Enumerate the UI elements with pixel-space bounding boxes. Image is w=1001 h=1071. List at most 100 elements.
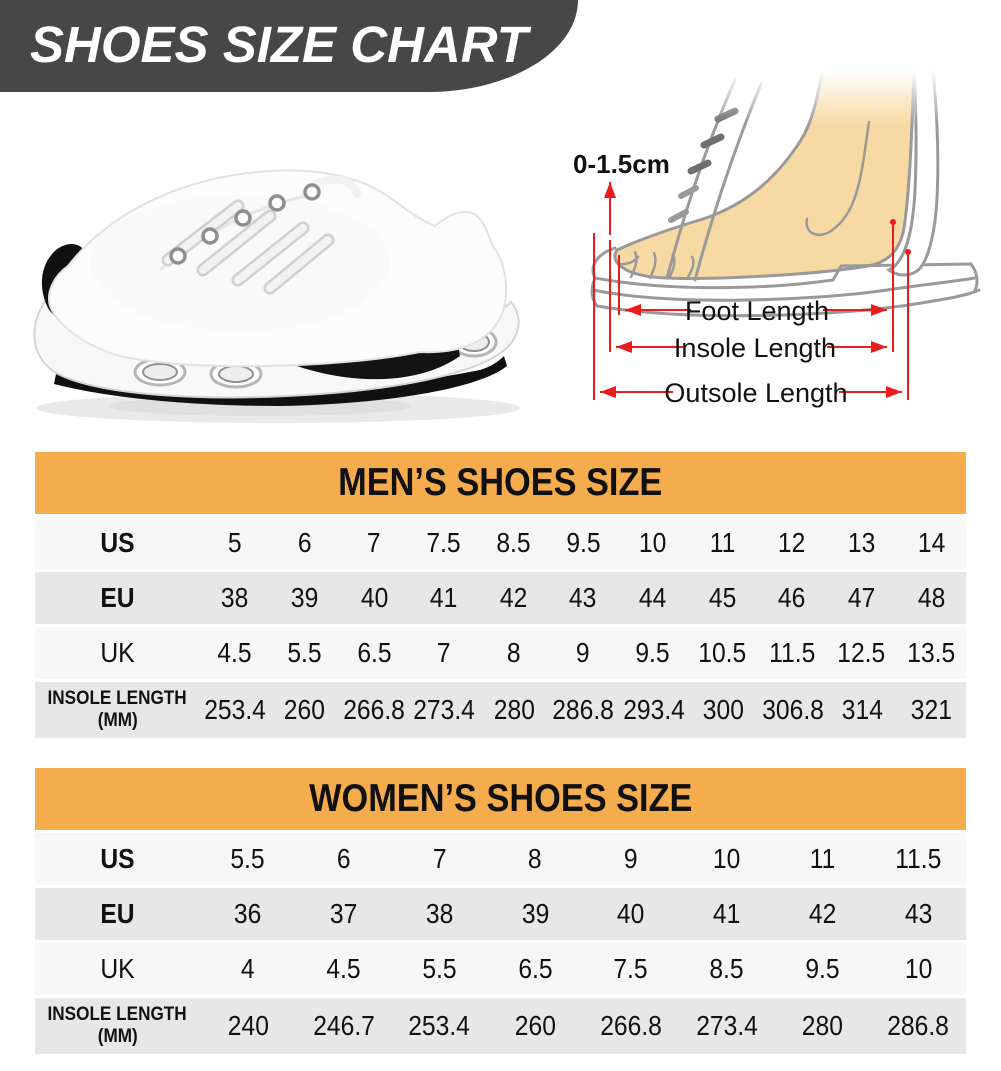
measurement-lines xyxy=(593,182,909,400)
size-cell: 39 xyxy=(521,898,549,929)
foot-length-label: Foot Length xyxy=(685,296,829,326)
size-cell: 266.8 xyxy=(343,694,406,725)
size-cell: 40 xyxy=(617,898,645,929)
size-cell: 41 xyxy=(430,582,458,613)
row-label: UK xyxy=(100,953,135,984)
size-cell: 10.5 xyxy=(698,637,747,668)
row-label: INSOLE LENGTH (MM) xyxy=(47,1003,188,1047)
size-cell: 253.4 xyxy=(408,1010,471,1041)
table-row-eu: EU 36 37 38 39 40 41 42 43 xyxy=(35,888,966,940)
size-cell: 43 xyxy=(904,898,932,929)
size-cell: 6.5 xyxy=(517,953,553,984)
size-cell: 38 xyxy=(425,898,454,929)
womens-table-body: US 5.5 6 7 8 9 10 11 11.5 EU 36 37 38 39 40 41 42 43 UK 4 4.… xyxy=(35,833,966,1054)
size-cell: 11 xyxy=(709,527,736,558)
size-cell: 260 xyxy=(514,1010,556,1041)
size-cell: 10 xyxy=(712,843,741,874)
size-cell: 266.8 xyxy=(600,1010,662,1041)
size-cell: 42 xyxy=(808,898,837,929)
size-cell: 9 xyxy=(624,843,638,874)
size-cell: 40 xyxy=(360,582,388,613)
size-cell: 286.8 xyxy=(552,694,615,725)
womens-size-table: WOMEN’S SHOES SIZE US 5.5 6 7 8 9 10 11 11.5 EU 36… xyxy=(35,768,966,1054)
size-cell: 6.5 xyxy=(356,637,392,668)
row-label: UK xyxy=(100,637,135,668)
size-cell: 293.4 xyxy=(622,694,685,725)
size-cell: 13 xyxy=(847,527,876,558)
table-row-eu: EU 38 39 40 41 42 43 44 45 46 47 48 xyxy=(35,572,966,624)
table-row-uk: UK 4 4.5 5.5 6.5 7.5 8.5 9.5 10 xyxy=(35,943,966,995)
size-cell: 37 xyxy=(329,898,358,929)
size-cell: 246.7 xyxy=(312,1010,375,1041)
size-cell: 9.5 xyxy=(805,953,840,984)
mens-table-body: US 5 6 7 7.5 8.5 9.5 10 11 12 13 14 EU 38 39 40 41 42 43 44… xyxy=(35,517,966,738)
table-row-insole-length: INSOLE LENGTH (MM) 240 246.7 253.4 260 266.8 27… xyxy=(35,998,966,1054)
size-cell: 300 xyxy=(702,694,744,725)
size-cell: 12 xyxy=(778,527,806,558)
size-cell: 7.5 xyxy=(426,527,461,558)
toe-gap-label: 0-1.5cm xyxy=(573,149,670,179)
size-cell: 38 xyxy=(221,582,249,613)
size-cell: 253.4 xyxy=(204,694,266,725)
size-cell: 8 xyxy=(528,843,542,874)
size-cell: 286.8 xyxy=(887,1010,949,1041)
mens-size-table: MEN’S SHOES SIZE US 5 6 7 7.5 8.5 9.5 10 11 12 13 1… xyxy=(35,452,966,738)
size-cell: 7 xyxy=(367,527,381,558)
size-cell: 41 xyxy=(712,898,741,929)
size-cell: 273.4 xyxy=(695,1010,758,1041)
title-banner: SHOES SIZE CHART xyxy=(0,0,578,92)
sneaker-illustration xyxy=(33,169,520,423)
size-cell: 240 xyxy=(227,1010,269,1041)
row-label: US xyxy=(100,843,135,874)
size-cell: 48 xyxy=(917,582,945,613)
size-cell: 5.5 xyxy=(422,953,457,984)
table-row-us: US 5 6 7 7.5 8.5 9.5 10 11 12 13 14 xyxy=(35,517,966,569)
mens-table-header: MEN’S SHOES SIZE xyxy=(35,452,966,514)
size-cell: 7 xyxy=(432,843,447,874)
size-cell: 14 xyxy=(917,527,945,558)
insole-length-label: Insole Length xyxy=(674,333,836,363)
size-cell: 7.5 xyxy=(613,953,649,984)
size-cell: 12.5 xyxy=(837,637,886,668)
row-label: US xyxy=(100,527,135,558)
outsole-length-label: Outsole Length xyxy=(664,378,847,408)
size-cell: 260 xyxy=(284,694,326,725)
size-cell: 280 xyxy=(801,1010,843,1041)
size-cell: 6 xyxy=(336,843,351,874)
mens-table-title: MEN’S SHOES SIZE xyxy=(338,461,663,504)
foot-measure-diagram: 0-1.5cm Foot Length Insole Length Outsol… xyxy=(571,68,1001,455)
size-cell: 36 xyxy=(234,898,262,929)
size-cell: 8.5 xyxy=(496,527,531,558)
size-cell: 8.5 xyxy=(709,953,744,984)
size-cell: 10 xyxy=(904,953,932,984)
size-cell: 39 xyxy=(290,582,319,613)
size-cell: 45 xyxy=(708,582,737,613)
size-cell: 11.5 xyxy=(895,843,942,874)
size-cell: 10 xyxy=(638,527,667,558)
sneaker-image xyxy=(10,148,550,448)
size-cell: 46 xyxy=(778,582,806,613)
size-cell: 314 xyxy=(841,694,883,725)
size-cell: 47 xyxy=(847,582,876,613)
womens-table-header: WOMEN’S SHOES SIZE xyxy=(35,768,966,830)
size-cell: 13.5 xyxy=(907,637,956,668)
page-title: SHOES SIZE CHART xyxy=(30,16,528,73)
row-label: EU xyxy=(100,582,135,613)
size-cell: 42 xyxy=(499,582,528,613)
size-cell: 44 xyxy=(638,582,667,613)
size-cell: 11.5 xyxy=(768,637,816,668)
size-cell: 306.8 xyxy=(761,694,824,725)
size-cell: 4 xyxy=(241,953,255,984)
row-label: EU xyxy=(100,898,135,929)
size-cell: 8 xyxy=(506,637,521,668)
size-cell: 11 xyxy=(809,843,836,874)
size-cell: 5.5 xyxy=(287,637,322,668)
size-cell: 7 xyxy=(436,637,451,668)
size-cell: 321 xyxy=(910,694,953,725)
size-cell: 5.5 xyxy=(230,843,266,874)
table-row-insole-length: INSOLE LENGTH (MM) 253.4 260 266.8 273.4 280 28… xyxy=(35,682,966,738)
size-cell: 6 xyxy=(297,527,312,558)
size-cell: 280 xyxy=(493,694,535,725)
size-cell: 5 xyxy=(227,527,242,558)
row-label: INSOLE LENGTH (MM) xyxy=(47,687,188,731)
